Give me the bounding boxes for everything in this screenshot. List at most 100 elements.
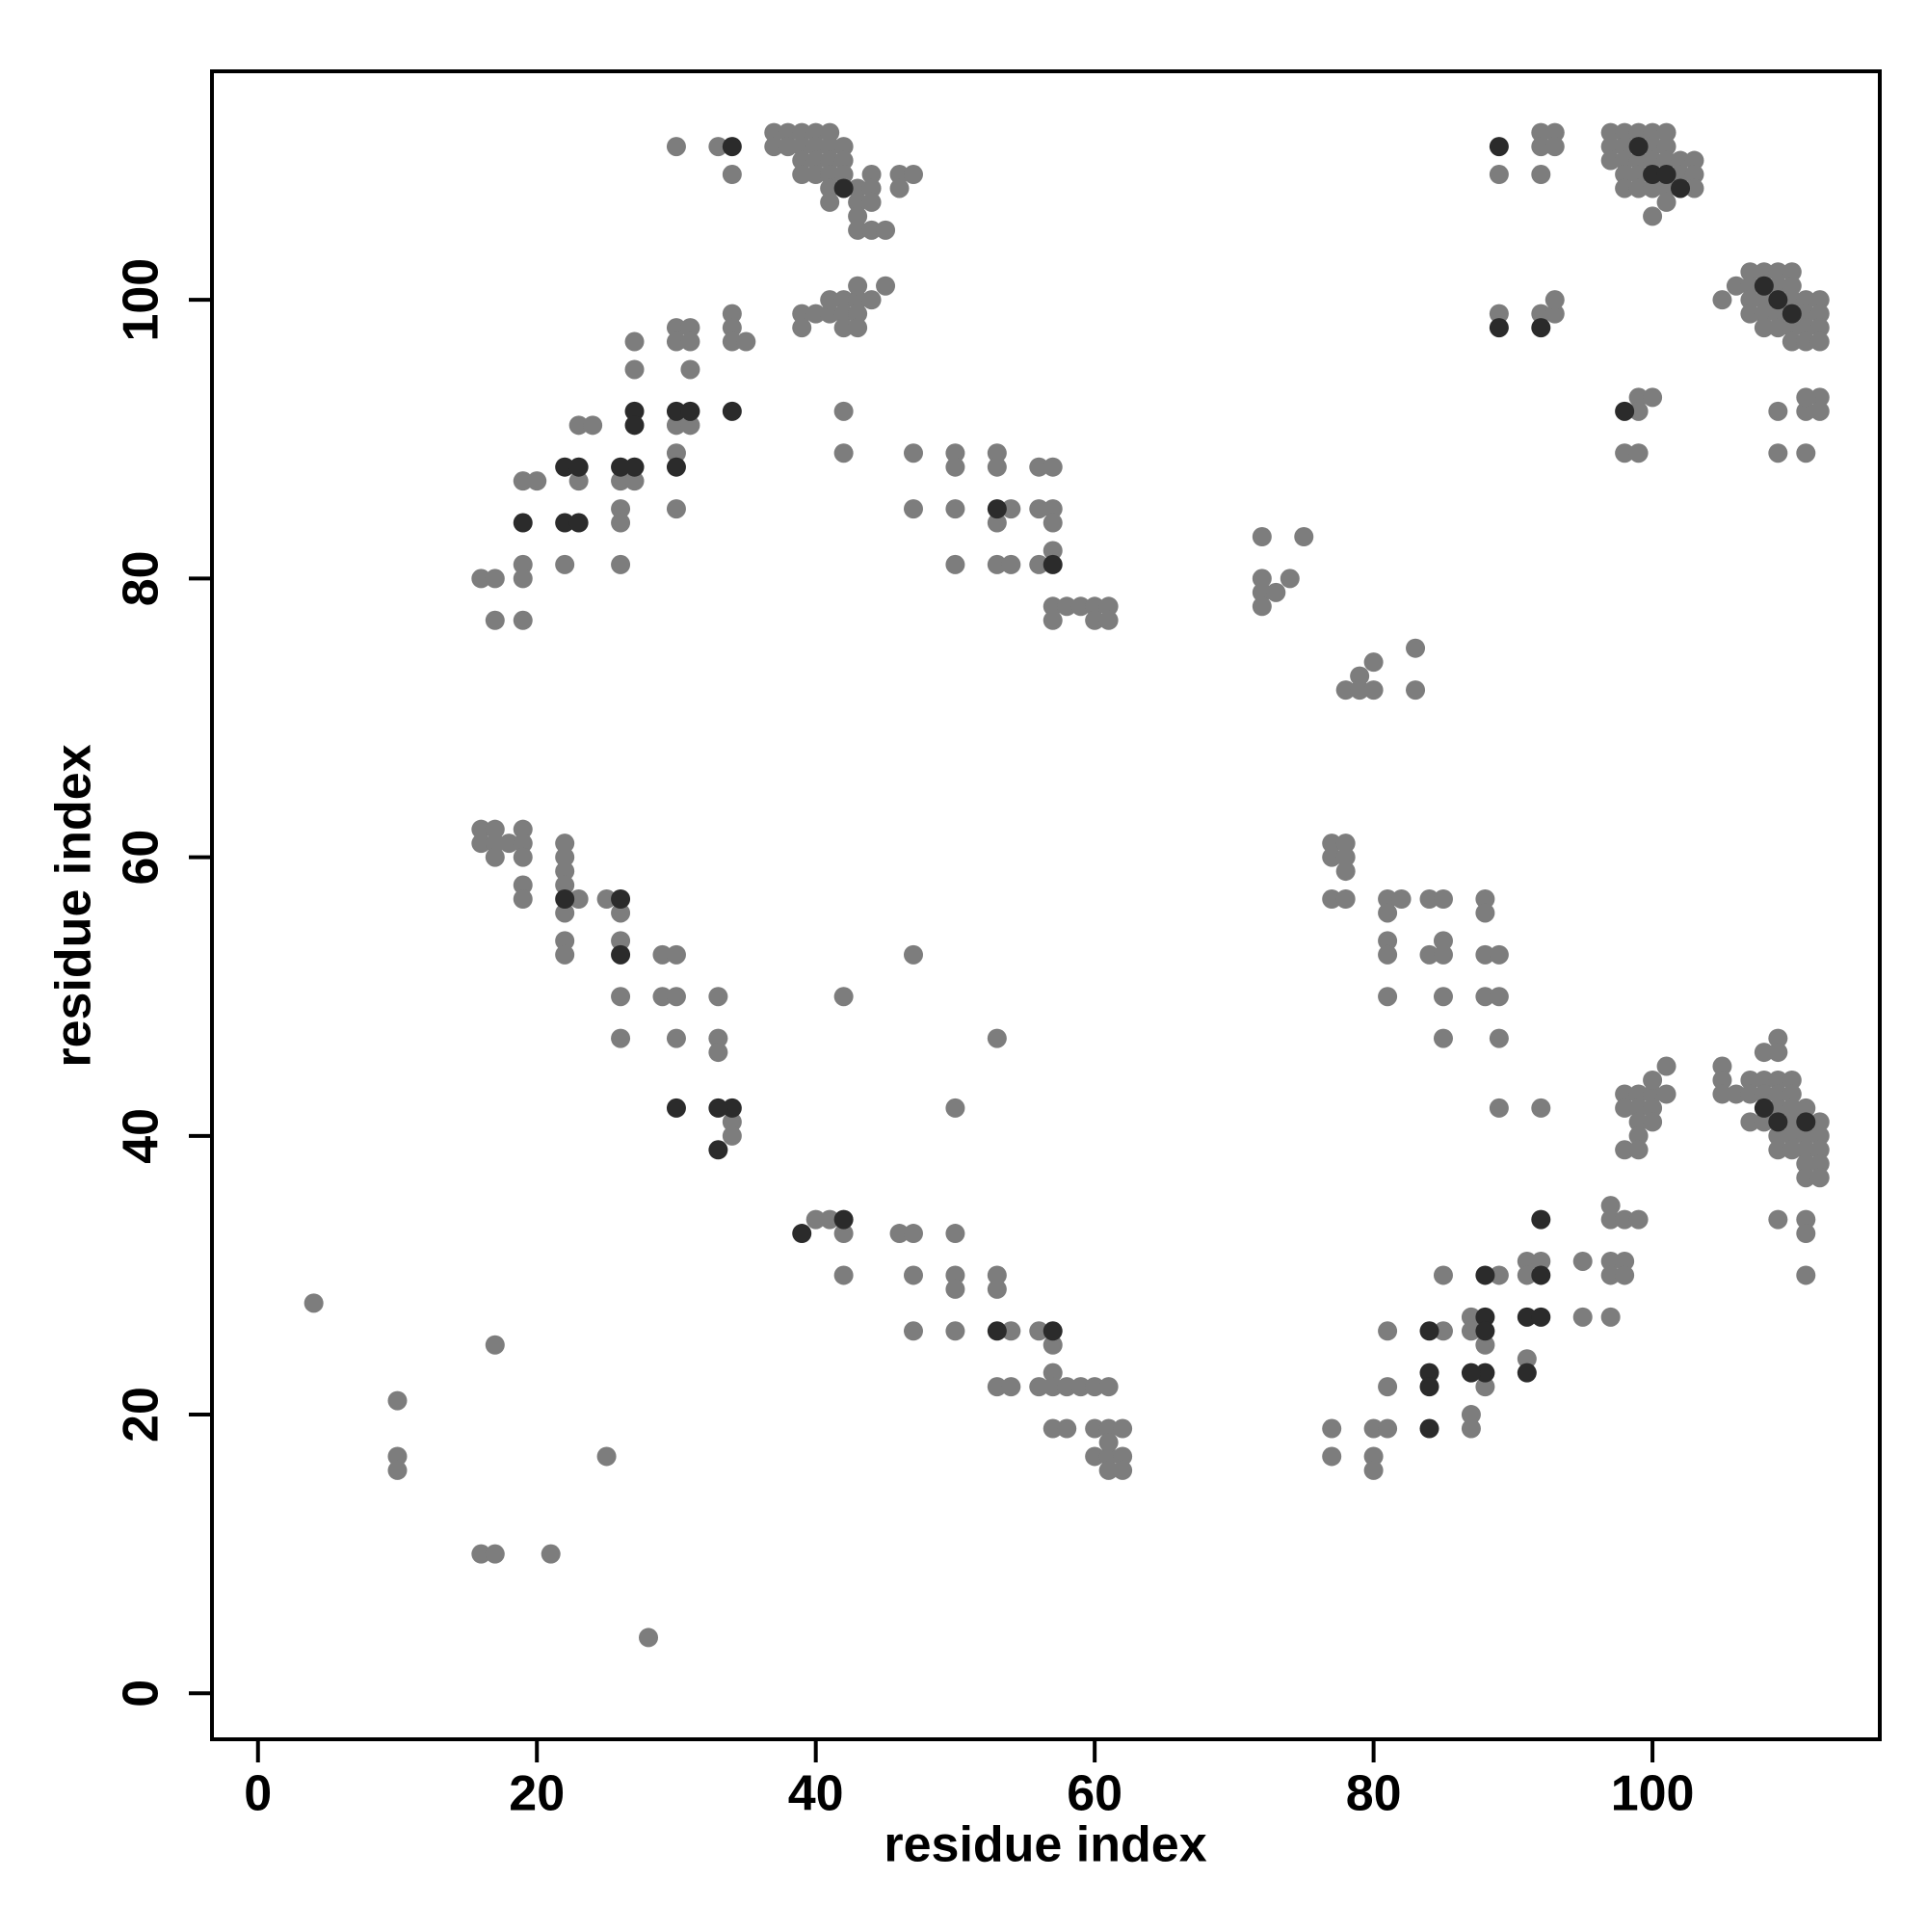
point [639, 1628, 659, 1648]
point [568, 415, 589, 436]
point [596, 888, 617, 909]
point [1419, 944, 1439, 965]
y-axis-title: residue index [46, 744, 102, 1067]
point [861, 192, 882, 212]
x-tick-label: 80 [1346, 1766, 1402, 1822]
point [1643, 1070, 1663, 1090]
point [945, 499, 965, 519]
y-tick-label: 60 [114, 830, 170, 886]
point [666, 401, 686, 421]
point [1322, 847, 1342, 867]
point [708, 1043, 728, 1063]
point [1363, 1418, 1384, 1439]
point [666, 944, 686, 965]
point [1531, 1265, 1551, 1285]
point [1322, 1418, 1342, 1439]
point [1489, 944, 1509, 965]
x-tick-label: 40 [788, 1766, 844, 1822]
point [805, 150, 826, 171]
point [722, 165, 742, 185]
point [1043, 610, 1063, 630]
point [611, 903, 631, 923]
point [987, 1321, 1007, 1341]
point [1001, 1321, 1021, 1341]
point [666, 499, 686, 519]
point [1363, 652, 1384, 673]
point [1322, 1446, 1342, 1467]
point [1335, 888, 1356, 909]
point [987, 457, 1007, 477]
point [1433, 931, 1453, 951]
point [1391, 888, 1412, 909]
point [848, 206, 868, 226]
point [904, 443, 924, 463]
point [1001, 554, 1021, 574]
point [1378, 1377, 1398, 1397]
point [513, 471, 533, 491]
point [1475, 1321, 1495, 1341]
point [904, 165, 924, 185]
point [861, 220, 882, 240]
point [848, 192, 868, 212]
point [833, 165, 854, 185]
point [624, 457, 645, 477]
point [1461, 1307, 1481, 1327]
point [1768, 443, 1788, 463]
point [1656, 178, 1676, 198]
point [736, 331, 756, 352]
point [1600, 1265, 1621, 1285]
point [1740, 276, 1760, 296]
point [666, 318, 686, 338]
point [611, 554, 631, 574]
point [1796, 331, 1816, 352]
point [1531, 1307, 1551, 1327]
point [555, 903, 575, 923]
point [666, 415, 686, 436]
point [611, 513, 631, 533]
point [611, 888, 631, 909]
point [945, 1265, 965, 1285]
point [1768, 401, 1788, 421]
point [611, 471, 631, 491]
point [1475, 903, 1495, 923]
point [1433, 888, 1453, 909]
point [1489, 304, 1509, 324]
point [1531, 1098, 1551, 1118]
point [1782, 276, 1802, 296]
point [833, 290, 854, 310]
point [805, 165, 826, 185]
point [820, 290, 840, 310]
point [1461, 1363, 1481, 1383]
point [596, 1446, 617, 1467]
point [778, 137, 798, 157]
point [304, 1293, 324, 1313]
point [1475, 1335, 1495, 1355]
point [876, 276, 896, 296]
point [1643, 1098, 1663, 1118]
point [1796, 318, 1816, 338]
point [1768, 1084, 1788, 1104]
point [1796, 1168, 1816, 1188]
x-tick-label: 100 [1611, 1766, 1695, 1822]
point [1433, 944, 1453, 965]
point [987, 513, 1007, 533]
point [1043, 1363, 1063, 1383]
point [1350, 666, 1370, 686]
point [1656, 1084, 1676, 1104]
point [1754, 262, 1774, 282]
point [555, 513, 575, 533]
point [1517, 1251, 1537, 1271]
point [1796, 1153, 1816, 1174]
point [1461, 1321, 1481, 1341]
point [1252, 582, 1272, 602]
point [680, 359, 700, 380]
point [1628, 443, 1649, 463]
point [1335, 847, 1356, 867]
point [1001, 499, 1021, 519]
point [1712, 1084, 1732, 1104]
point [722, 1125, 742, 1146]
point [1085, 610, 1105, 630]
point [1768, 290, 1788, 310]
point [792, 318, 812, 338]
point [1461, 1418, 1481, 1439]
